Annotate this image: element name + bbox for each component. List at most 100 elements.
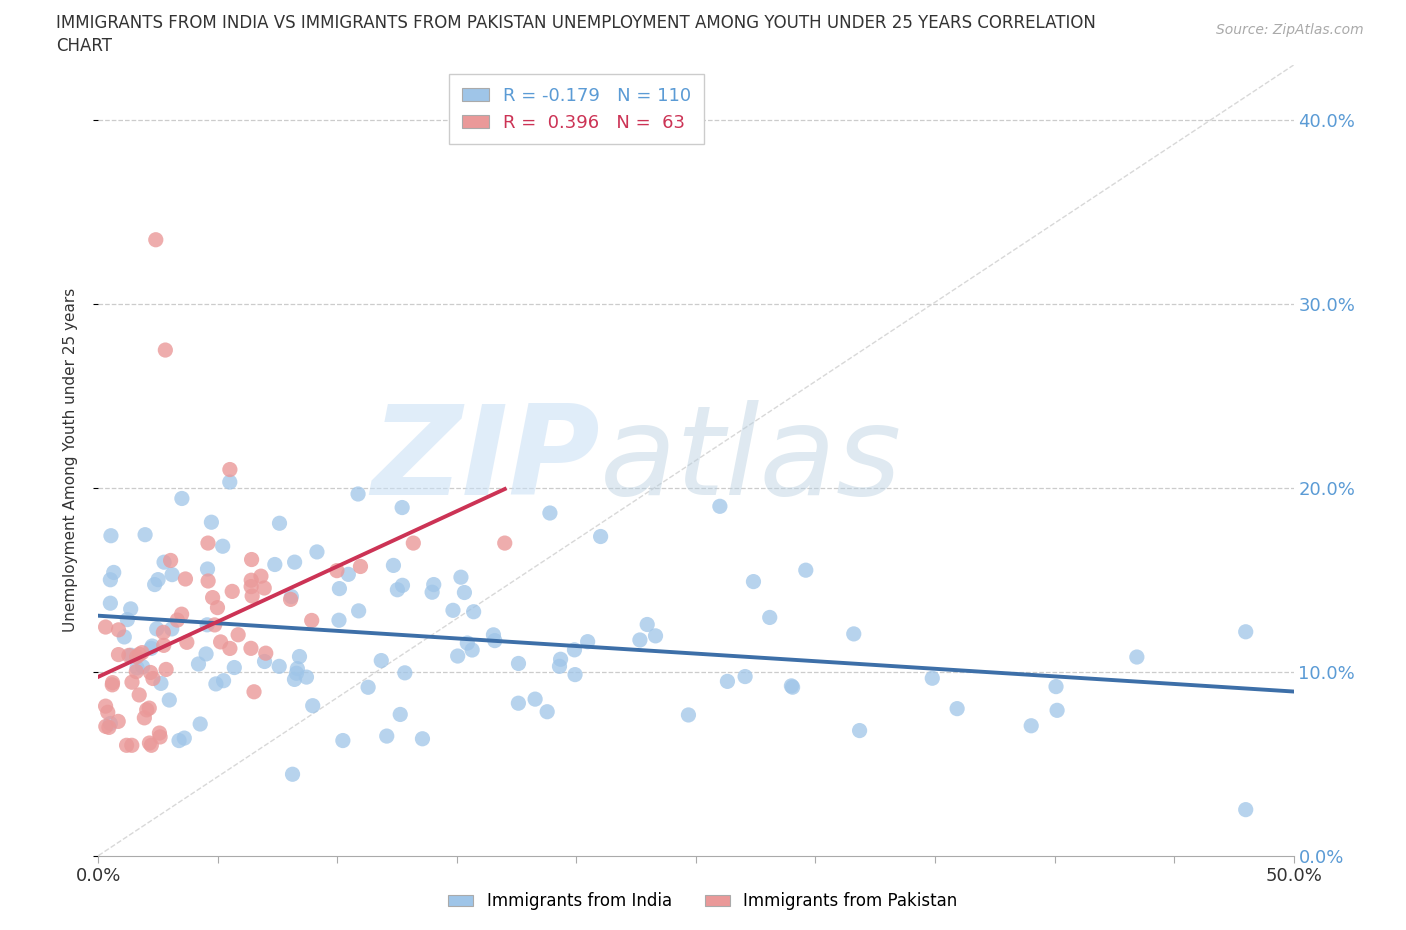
Point [441,603,464,618]
Point [209,634,232,649]
Point [118,648,141,663]
Point [508,656,530,671]
Point [420,585,443,600]
Point [328,581,350,596]
Point [224,660,246,675]
Point [461,643,484,658]
Point [589,529,612,544]
Point [387,582,409,597]
Point [328,613,350,628]
Point [120,602,142,617]
Text: IMMIGRANTS FROM INDIA VS IMMIGRANTS FROM PAKISTAN UNEMPLOYMENT AMONG YOUTH UNDER: IMMIGRANTS FROM INDIA VS IMMIGRANTS FROM… [56,14,1097,32]
Point [125,660,148,675]
Point [170,491,193,506]
Point [305,544,328,559]
Point [946,701,969,716]
Point [402,536,425,551]
Point [254,645,277,660]
Point [176,635,198,650]
Point [97,720,120,735]
Point [548,658,571,673]
Point [117,612,139,627]
Point [456,635,478,650]
Point [848,724,870,738]
Point [139,641,162,656]
Point [494,536,516,551]
Point [758,610,780,625]
Point [284,554,307,569]
Point [628,632,651,647]
Point [134,527,156,542]
Point [269,659,291,674]
Point [240,579,263,594]
Point [780,679,803,694]
Point [288,649,311,664]
Point [115,737,138,752]
Point [326,564,349,578]
Point [240,589,263,604]
Point [734,669,756,684]
Point [101,677,124,692]
Point [148,725,170,740]
Point [128,647,150,662]
Point [125,664,148,679]
Point [100,528,122,543]
Point [240,552,263,567]
Point [253,654,276,669]
Point [152,638,174,653]
Text: Source: ZipAtlas.com: Source: ZipAtlas.com [1216,23,1364,37]
Point [391,500,413,515]
Point [170,606,193,621]
Point [524,692,547,707]
Point [218,474,240,489]
Point [94,719,117,734]
Point [112,630,135,644]
Point [107,622,129,637]
Point [131,645,153,660]
Point [135,702,157,717]
Point [782,680,804,695]
Point [564,667,586,682]
Text: CHART: CHART [56,37,112,55]
Point [207,600,229,615]
Point [219,462,242,477]
Point [283,672,305,687]
Point [155,342,177,357]
Point [709,498,731,513]
Point [201,591,224,605]
Point [141,737,163,752]
Point [139,665,162,680]
Point [394,665,416,680]
Point [197,574,219,589]
Point [221,584,243,599]
Point [536,704,558,719]
Point [281,767,304,782]
Point [842,627,865,642]
Point [240,573,263,588]
Point [269,516,291,531]
Point [197,562,219,577]
Point [636,617,658,631]
Point [337,567,360,582]
Point [422,578,444,592]
Point [463,604,485,619]
Point [98,596,122,611]
Point [1019,718,1042,733]
Point [143,578,166,592]
Point [197,536,219,551]
Point [550,652,572,667]
Point [152,625,174,640]
Point [285,666,308,681]
Point [921,671,943,685]
Y-axis label: Unemployment Among Youth under 25 years: Unemployment Among Youth under 25 years [63,288,77,632]
Point [280,592,302,607]
Legend: R = -0.179   N = 110, R =  0.396   N =  63: R = -0.179 N = 110, R = 0.396 N = 63 [449,74,704,144]
Point [332,733,354,748]
Point [576,634,599,649]
Point [447,648,470,663]
Point [195,618,218,632]
Point [200,515,222,530]
Point [1234,803,1257,817]
Point [94,619,117,634]
Point [389,707,412,722]
